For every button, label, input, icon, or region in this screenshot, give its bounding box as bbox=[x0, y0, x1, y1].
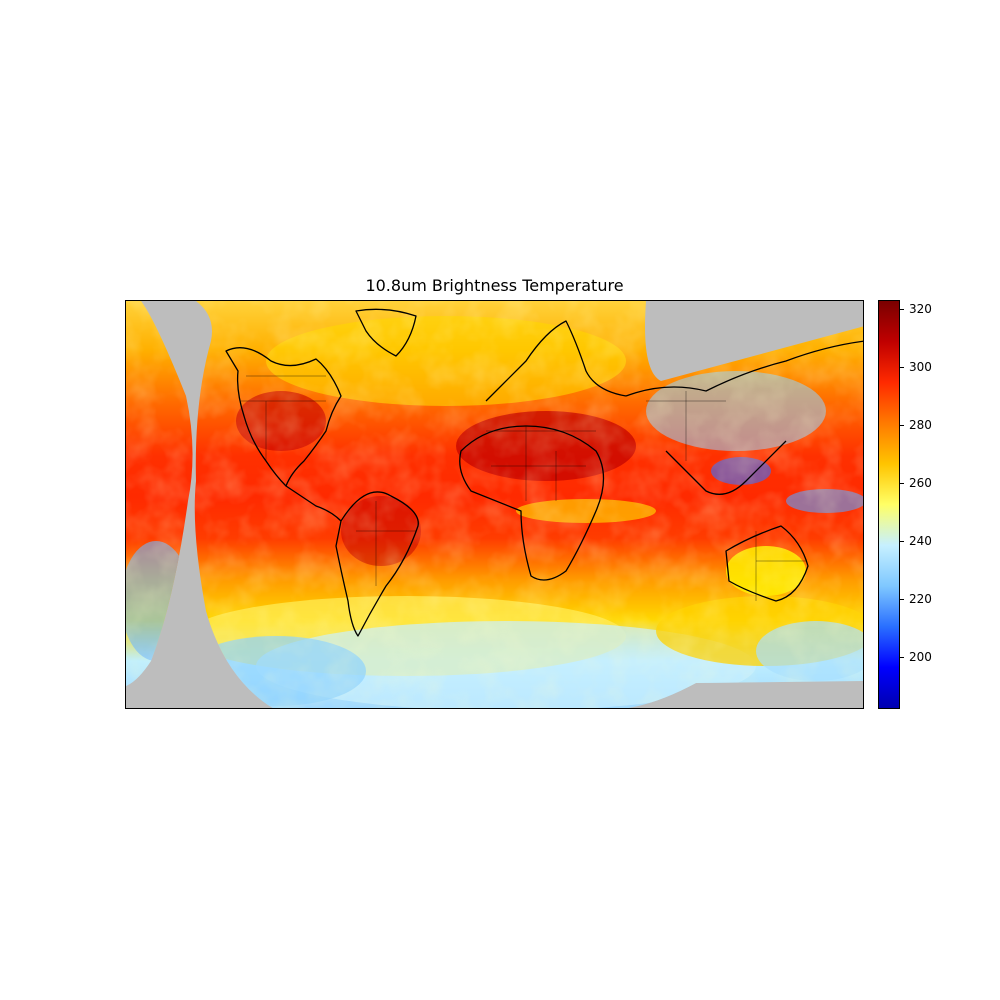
colorbar-tick-mark bbox=[900, 366, 904, 368]
brightness-temperature-map bbox=[126, 301, 863, 708]
colorbar bbox=[878, 300, 900, 709]
colorbar-tick-mark bbox=[900, 656, 904, 658]
colorbar-tick-mark bbox=[900, 540, 904, 542]
country-borders bbox=[241, 375, 806, 601]
colorbar-tick-label: 280 bbox=[909, 417, 932, 432]
colorbar-tick-mark bbox=[900, 598, 904, 600]
colorbar-tick-label: 220 bbox=[909, 591, 932, 606]
colorbar-tick-label: 320 bbox=[909, 301, 932, 316]
colorbar-tick-label: 260 bbox=[909, 475, 932, 490]
colorbar-tick-mark bbox=[900, 424, 904, 426]
coastlines bbox=[225, 308, 863, 637]
colorbar-tick-label: 240 bbox=[909, 533, 932, 548]
colorbar-tick-label: 300 bbox=[909, 359, 932, 374]
colorbar-tick-mark bbox=[900, 482, 904, 484]
colorbar-tick-label: 200 bbox=[909, 649, 932, 664]
map-panel bbox=[125, 300, 864, 709]
colorbar-ticks: 200 220 240 260 280 300 320 bbox=[900, 300, 960, 709]
chart-title: 10.8um Brightness Temperature bbox=[365, 276, 624, 295]
colorbar-tick-mark bbox=[900, 308, 904, 310]
